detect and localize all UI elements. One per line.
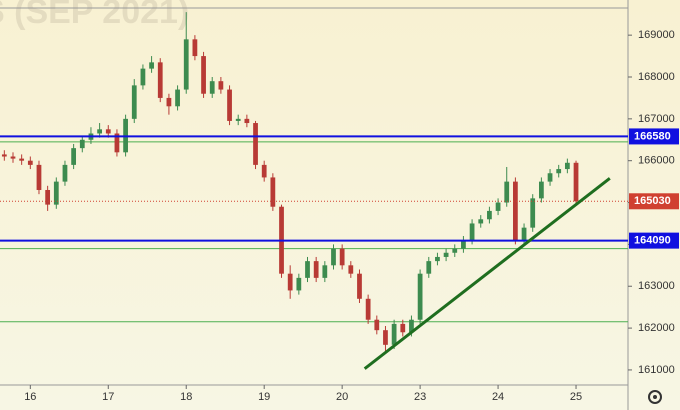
candle-body bbox=[149, 62, 154, 69]
candle-body bbox=[192, 39, 198, 57]
candle-body bbox=[53, 181, 59, 205]
candle-body bbox=[313, 261, 319, 278]
candle-body bbox=[417, 273, 423, 320]
candle-body bbox=[253, 123, 258, 165]
price-level-tag bbox=[629, 193, 679, 210]
candle-body bbox=[504, 181, 510, 203]
x-tick-label: 20 bbox=[336, 391, 348, 403]
candle-body bbox=[261, 164, 267, 178]
candle-body bbox=[140, 68, 146, 86]
candle-body bbox=[521, 227, 527, 241]
candle-body bbox=[1, 154, 7, 157]
candle-body bbox=[175, 89, 180, 107]
candle-body bbox=[556, 169, 562, 174]
candle-body bbox=[19, 158, 25, 161]
y-tick-label: 167000 bbox=[638, 113, 675, 125]
candle-body bbox=[10, 156, 16, 159]
candle-body bbox=[296, 277, 302, 291]
candle-body bbox=[443, 252, 449, 257]
candle-body bbox=[36, 164, 42, 190]
x-tick-label: 25 bbox=[570, 391, 582, 403]
candle-body bbox=[131, 85, 137, 119]
candle-body bbox=[383, 330, 388, 345]
candle-body bbox=[166, 97, 172, 107]
candle-body bbox=[365, 298, 371, 320]
x-tick-label: 24 bbox=[492, 391, 504, 403]
trend-line bbox=[363, 177, 611, 370]
price-level-label: 165030 bbox=[634, 195, 671, 207]
x-tick-label: 16 bbox=[24, 391, 36, 403]
candle-body bbox=[487, 210, 492, 220]
candle-body bbox=[435, 256, 440, 262]
y-tick-label: 162000 bbox=[638, 322, 675, 334]
watermark-title: S (SEP 2021) bbox=[0, 0, 189, 31]
candle-body bbox=[469, 223, 475, 241]
candle-body bbox=[218, 81, 224, 90]
y-tick-label: 169000 bbox=[638, 29, 675, 41]
gear-center bbox=[653, 395, 657, 399]
candle-body bbox=[461, 240, 466, 249]
candle-body bbox=[348, 265, 354, 274]
price-level-label: 164090 bbox=[634, 235, 671, 247]
candle-body bbox=[452, 248, 458, 253]
candle-body bbox=[183, 39, 189, 90]
candle-body bbox=[114, 133, 120, 153]
candle-body bbox=[105, 129, 111, 134]
candle-body bbox=[97, 129, 102, 134]
candle-body bbox=[201, 56, 206, 94]
candle-body bbox=[564, 162, 570, 170]
candle-body bbox=[235, 118, 241, 121]
candle-body bbox=[538, 181, 544, 199]
candle-body bbox=[495, 202, 501, 211]
candle-body bbox=[391, 323, 397, 345]
candle-body bbox=[45, 189, 51, 205]
candle-body bbox=[270, 177, 276, 207]
x-tick-label: 23 bbox=[414, 391, 426, 403]
candle-body bbox=[244, 118, 250, 124]
candle-body bbox=[331, 248, 336, 266]
candle-body bbox=[157, 62, 163, 98]
price-level-label: 166580 bbox=[634, 130, 671, 142]
y-tick-label: 168000 bbox=[638, 71, 675, 83]
candle-body bbox=[530, 198, 536, 228]
y-tick-label: 163000 bbox=[638, 280, 675, 292]
candle-body bbox=[426, 261, 432, 274]
price-level-tag bbox=[629, 232, 679, 249]
candle-body bbox=[209, 81, 215, 94]
candle-body bbox=[322, 265, 328, 278]
x-tick-label: 17 bbox=[102, 391, 114, 403]
x-tick-label: 19 bbox=[258, 391, 270, 403]
candle-body bbox=[71, 148, 77, 165]
candle-body bbox=[409, 319, 414, 333]
candle-body bbox=[513, 181, 518, 241]
candle-body bbox=[400, 323, 406, 333]
candle-body bbox=[339, 248, 345, 266]
settings-icon[interactable] bbox=[648, 390, 662, 404]
candle-body bbox=[27, 160, 33, 165]
candle-body bbox=[62, 164, 68, 182]
candle-body bbox=[79, 139, 85, 149]
candle-body bbox=[478, 219, 484, 224]
gear-ring bbox=[648, 390, 662, 404]
candle-body bbox=[573, 162, 579, 202]
price-level-tag bbox=[629, 128, 679, 145]
candle-body bbox=[357, 273, 362, 299]
candle-body bbox=[287, 273, 293, 291]
y-tick-label: 166000 bbox=[638, 155, 675, 167]
x-tick-label: 18 bbox=[180, 391, 192, 403]
candle-body bbox=[227, 89, 232, 121]
y-tick-label: 161000 bbox=[638, 364, 675, 376]
candle-body bbox=[374, 319, 380, 331]
candle-body bbox=[305, 261, 310, 278]
candle-body bbox=[547, 173, 553, 182]
